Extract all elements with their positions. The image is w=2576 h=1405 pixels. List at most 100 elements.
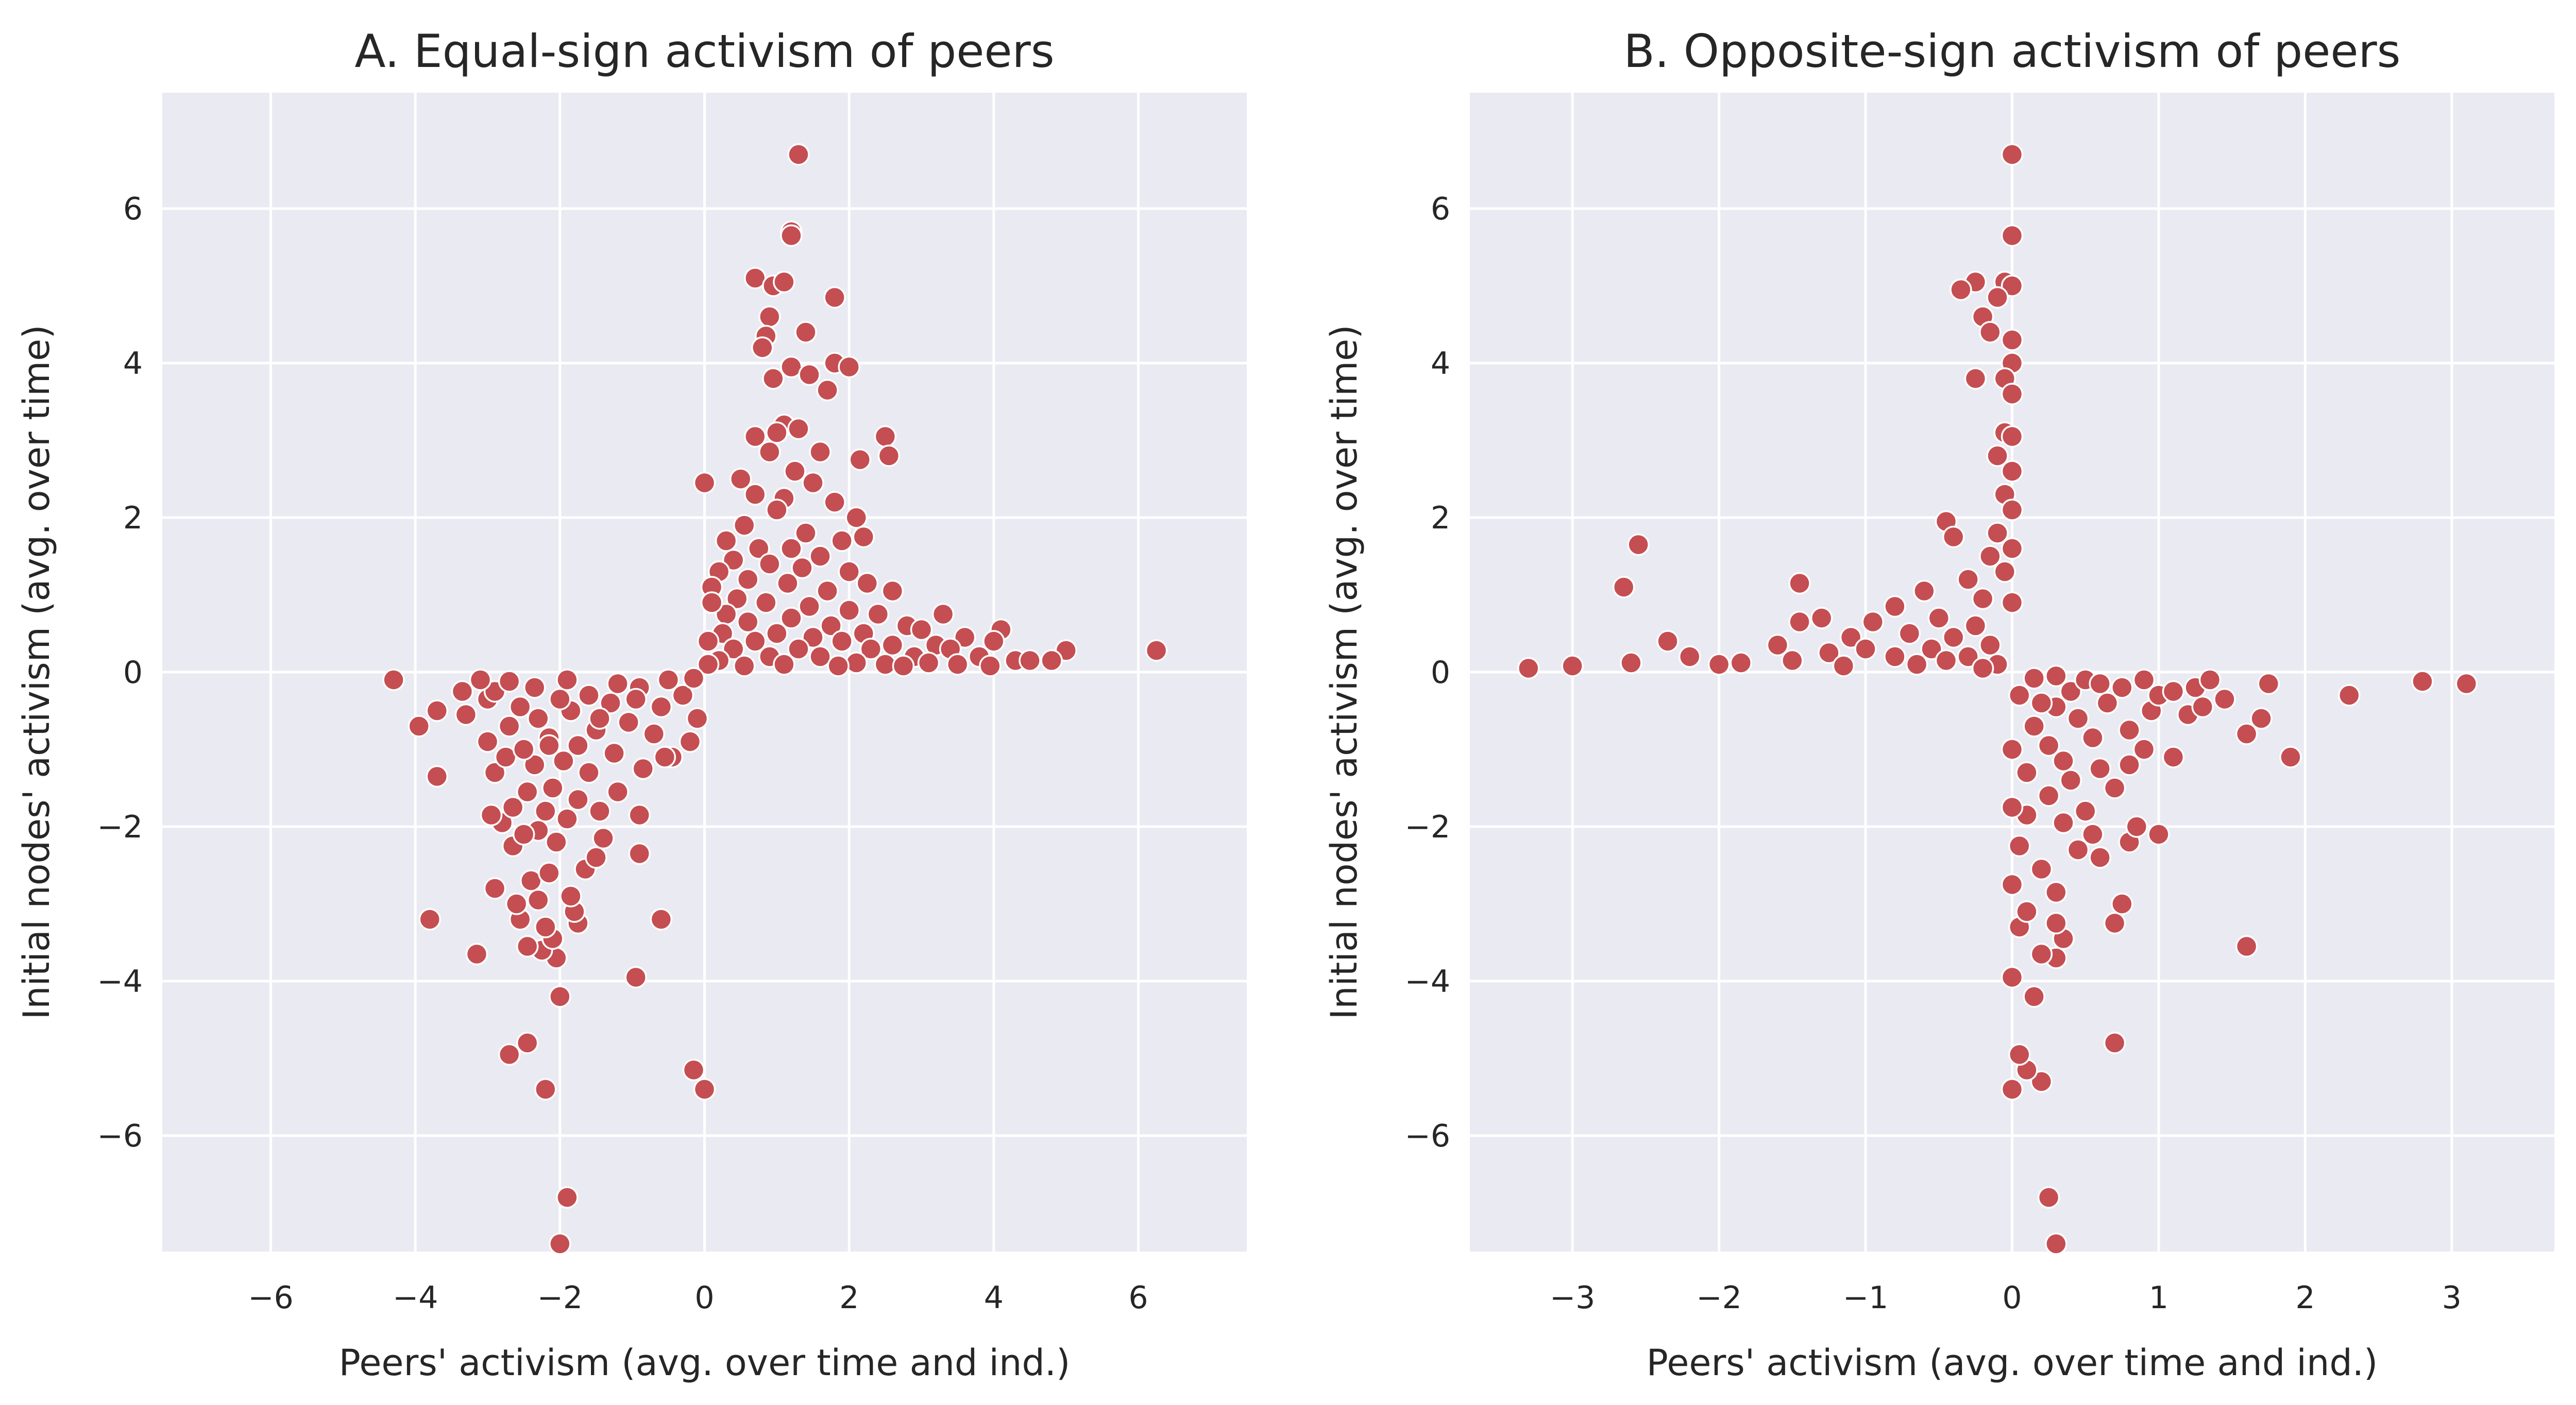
data-point <box>838 355 860 379</box>
data-point <box>2081 823 2104 846</box>
data-point <box>1979 633 2002 657</box>
x-tick-label: −6 <box>248 1280 293 1316</box>
data-point <box>527 707 550 730</box>
data-point <box>823 491 846 513</box>
data-point <box>1884 645 1906 668</box>
data-point <box>382 669 405 691</box>
data-point <box>509 695 532 718</box>
data-point <box>476 730 499 753</box>
data-point <box>603 742 625 765</box>
data-point <box>845 506 868 529</box>
x-tick-label: 2 <box>2295 1280 2315 1316</box>
data-point <box>1839 626 1862 649</box>
data-point <box>809 645 832 668</box>
data-point <box>982 630 1005 653</box>
data-point <box>1766 633 1789 657</box>
data-point <box>816 379 839 402</box>
data-point <box>953 626 976 649</box>
data-point <box>592 827 615 850</box>
data-point <box>2001 738 2024 761</box>
data-point <box>2279 746 2302 768</box>
data-point <box>1942 626 1965 649</box>
data-point <box>2066 838 2090 861</box>
data-point <box>2191 695 2214 718</box>
data-point <box>1942 525 1965 549</box>
data-point <box>2001 537 2024 560</box>
x-tick-label: −2 <box>537 1280 583 1316</box>
data-point <box>743 425 767 448</box>
data-point <box>755 591 777 614</box>
data-point <box>802 626 824 649</box>
data-point <box>2030 858 2053 881</box>
data-point <box>910 618 933 641</box>
data-point <box>773 270 795 294</box>
data-point <box>2089 846 2111 869</box>
data-point <box>874 425 897 448</box>
data-point <box>791 556 814 579</box>
data-point <box>798 363 821 386</box>
data-point <box>516 780 539 803</box>
data-point <box>624 688 647 711</box>
x-tick-label: −3 <box>1550 1280 1595 1316</box>
data-point <box>838 599 860 622</box>
data-points <box>382 143 1168 1255</box>
data-point <box>867 603 890 626</box>
data-point <box>2001 329 2024 351</box>
data-point <box>549 1232 571 1255</box>
data-point <box>1818 641 1840 664</box>
x-tick-label: 4 <box>984 1280 1004 1316</box>
data-point <box>979 655 1002 677</box>
data-point <box>567 734 589 757</box>
data-point <box>2045 664 2067 688</box>
data-point <box>1898 622 1921 645</box>
data-point <box>556 1186 579 1209</box>
data-point <box>2059 680 2082 703</box>
data-point <box>2008 684 2031 707</box>
data-point <box>632 757 654 780</box>
data-point <box>816 579 839 603</box>
data-point <box>2411 670 2434 693</box>
data-point <box>820 614 842 637</box>
data-point <box>505 893 528 915</box>
data-point <box>1957 645 1979 668</box>
data-point <box>697 630 720 653</box>
data-point <box>2001 275 2024 297</box>
data-point <box>418 908 441 931</box>
data-point <box>2111 676 2133 699</box>
panel-a-scatter-chart: −6 −4 −2 0 2 4 6 −6 −4 −2 0 2 4 6 A. Equal-sign acti… <box>15 25 1247 1384</box>
data-point <box>483 761 506 784</box>
data-point <box>2089 672 2111 695</box>
data-point <box>773 653 795 676</box>
data-point <box>426 765 449 788</box>
data-point <box>1971 587 1994 610</box>
data-point <box>426 699 449 722</box>
data-point <box>606 672 629 695</box>
y-tick-label: −4 <box>97 964 143 1000</box>
data-point <box>653 746 676 768</box>
data-point <box>2001 425 2024 448</box>
y-tick-label: 6 <box>123 191 143 227</box>
data-point <box>794 321 817 344</box>
data-point <box>1964 614 1987 637</box>
data-point <box>762 367 785 390</box>
data-point <box>1861 610 1885 633</box>
data-point <box>2235 723 2258 745</box>
data-point <box>2001 966 2024 989</box>
data-point <box>2037 784 2060 807</box>
data-point <box>516 935 539 958</box>
y-axis-label: Initial nodes' activism (avg. over time) <box>1323 324 1365 1019</box>
data-point <box>2052 811 2075 834</box>
data-point <box>1019 649 1041 672</box>
data-point <box>2125 815 2148 838</box>
data-point <box>624 966 647 989</box>
y-tick-label: −2 <box>1405 809 1450 845</box>
data-point <box>2045 1232 2067 1255</box>
data-point <box>534 800 557 823</box>
data-point <box>2045 912 2067 935</box>
data-point <box>541 777 564 799</box>
data-point <box>1656 630 1679 653</box>
data-point <box>2455 672 2478 695</box>
data-point <box>1781 649 1804 672</box>
data-point <box>1612 576 1635 598</box>
